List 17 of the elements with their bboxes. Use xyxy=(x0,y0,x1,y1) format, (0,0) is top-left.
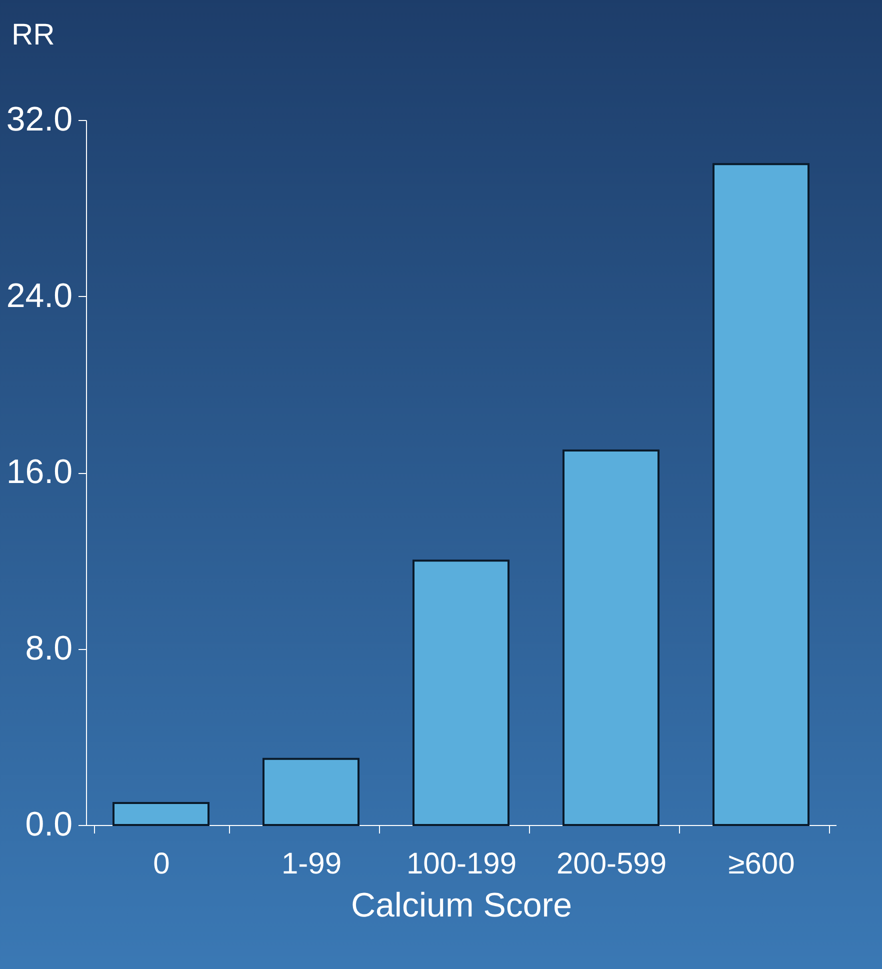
x-tick-label: ≥600 xyxy=(728,848,795,880)
y-tick-label: 16.0 xyxy=(6,453,72,491)
y-tick-label: 0.0 xyxy=(25,806,72,844)
x-tick-label: 200-599 xyxy=(556,848,667,880)
x-tick-label: 1-99 xyxy=(281,848,342,880)
bar xyxy=(112,802,210,826)
y-tick-label: 24.0 xyxy=(6,276,72,315)
y-tick-label: 32.0 xyxy=(6,100,72,138)
bar xyxy=(412,560,510,826)
bar xyxy=(262,758,360,826)
bar xyxy=(562,449,660,826)
x-axis-title: Calcium Score xyxy=(350,886,572,924)
x-tick-label: 0 xyxy=(153,848,170,880)
y-axis-title: RR xyxy=(12,18,55,52)
x-tick-label: 100-199 xyxy=(406,848,517,880)
bar xyxy=(712,163,810,826)
y-tick-label: 8.0 xyxy=(25,629,72,668)
